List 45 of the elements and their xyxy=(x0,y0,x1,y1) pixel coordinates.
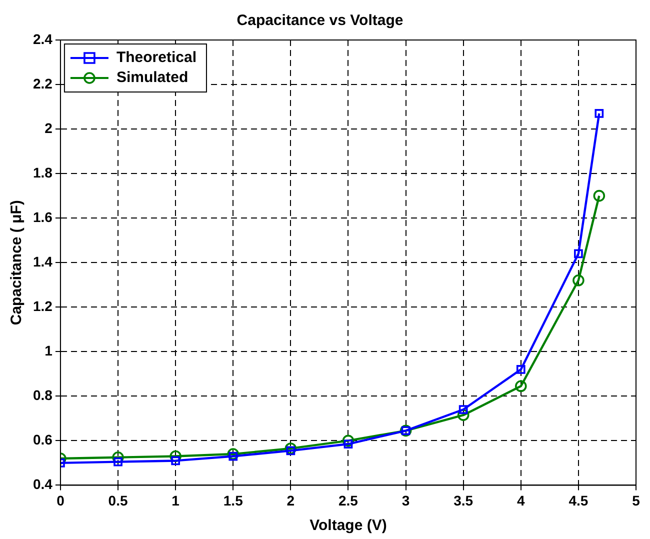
x-tick-label: 2 xyxy=(286,492,295,508)
point xyxy=(112,451,124,464)
y-tick-label: 0.4 xyxy=(32,476,53,492)
point xyxy=(170,450,182,462)
x-tick-label: 0 xyxy=(56,492,65,508)
legend-label: Theoretical xyxy=(116,49,196,66)
point xyxy=(114,457,122,466)
point xyxy=(514,380,527,392)
point xyxy=(284,442,297,454)
point xyxy=(171,456,180,466)
y-tick-label: 1.2 xyxy=(32,298,53,314)
x-tick-label: 1 xyxy=(172,492,180,508)
point xyxy=(593,190,606,202)
x-tick-label: 3 xyxy=(402,492,410,508)
y-tick-label: 2 xyxy=(44,120,53,136)
y-tick-label: 1.6 xyxy=(32,208,53,225)
point xyxy=(457,409,470,421)
point xyxy=(342,434,354,447)
x-tick-label: 1.5 xyxy=(223,492,244,508)
legend-label: Simulated xyxy=(116,69,188,86)
x-tick-label: 4 xyxy=(516,492,525,508)
x-tick-label: 0.5 xyxy=(108,492,128,508)
x-tick-label: 2.5 xyxy=(338,492,358,508)
y-tick-label: 1.4 xyxy=(32,253,53,270)
point xyxy=(286,446,296,456)
point xyxy=(594,109,604,118)
y-tick-label: 0.6 xyxy=(32,432,53,448)
point xyxy=(574,249,583,258)
point xyxy=(458,405,468,414)
y-tick-label: 1.8 xyxy=(32,164,53,180)
point xyxy=(227,448,240,460)
x-tick-label: 3.5 xyxy=(454,492,474,508)
y-axis-title: Capacitance ( μF) xyxy=(8,200,26,326)
x-tick-label: 5 xyxy=(632,492,640,508)
y-tick-label: 2.2 xyxy=(32,75,53,92)
y-tick-label: 1 xyxy=(44,342,53,358)
chart-title: Capacitance vs Voltage xyxy=(236,12,404,30)
y-tick-label: 0.8 xyxy=(32,387,53,404)
point xyxy=(228,452,238,461)
point xyxy=(572,274,584,286)
x-tick-label: 4.5 xyxy=(568,492,588,508)
point xyxy=(344,440,353,448)
x-axis-title: Voltage (V) xyxy=(310,517,387,534)
y-tick-label: 2.4 xyxy=(32,30,53,47)
point xyxy=(516,365,526,374)
